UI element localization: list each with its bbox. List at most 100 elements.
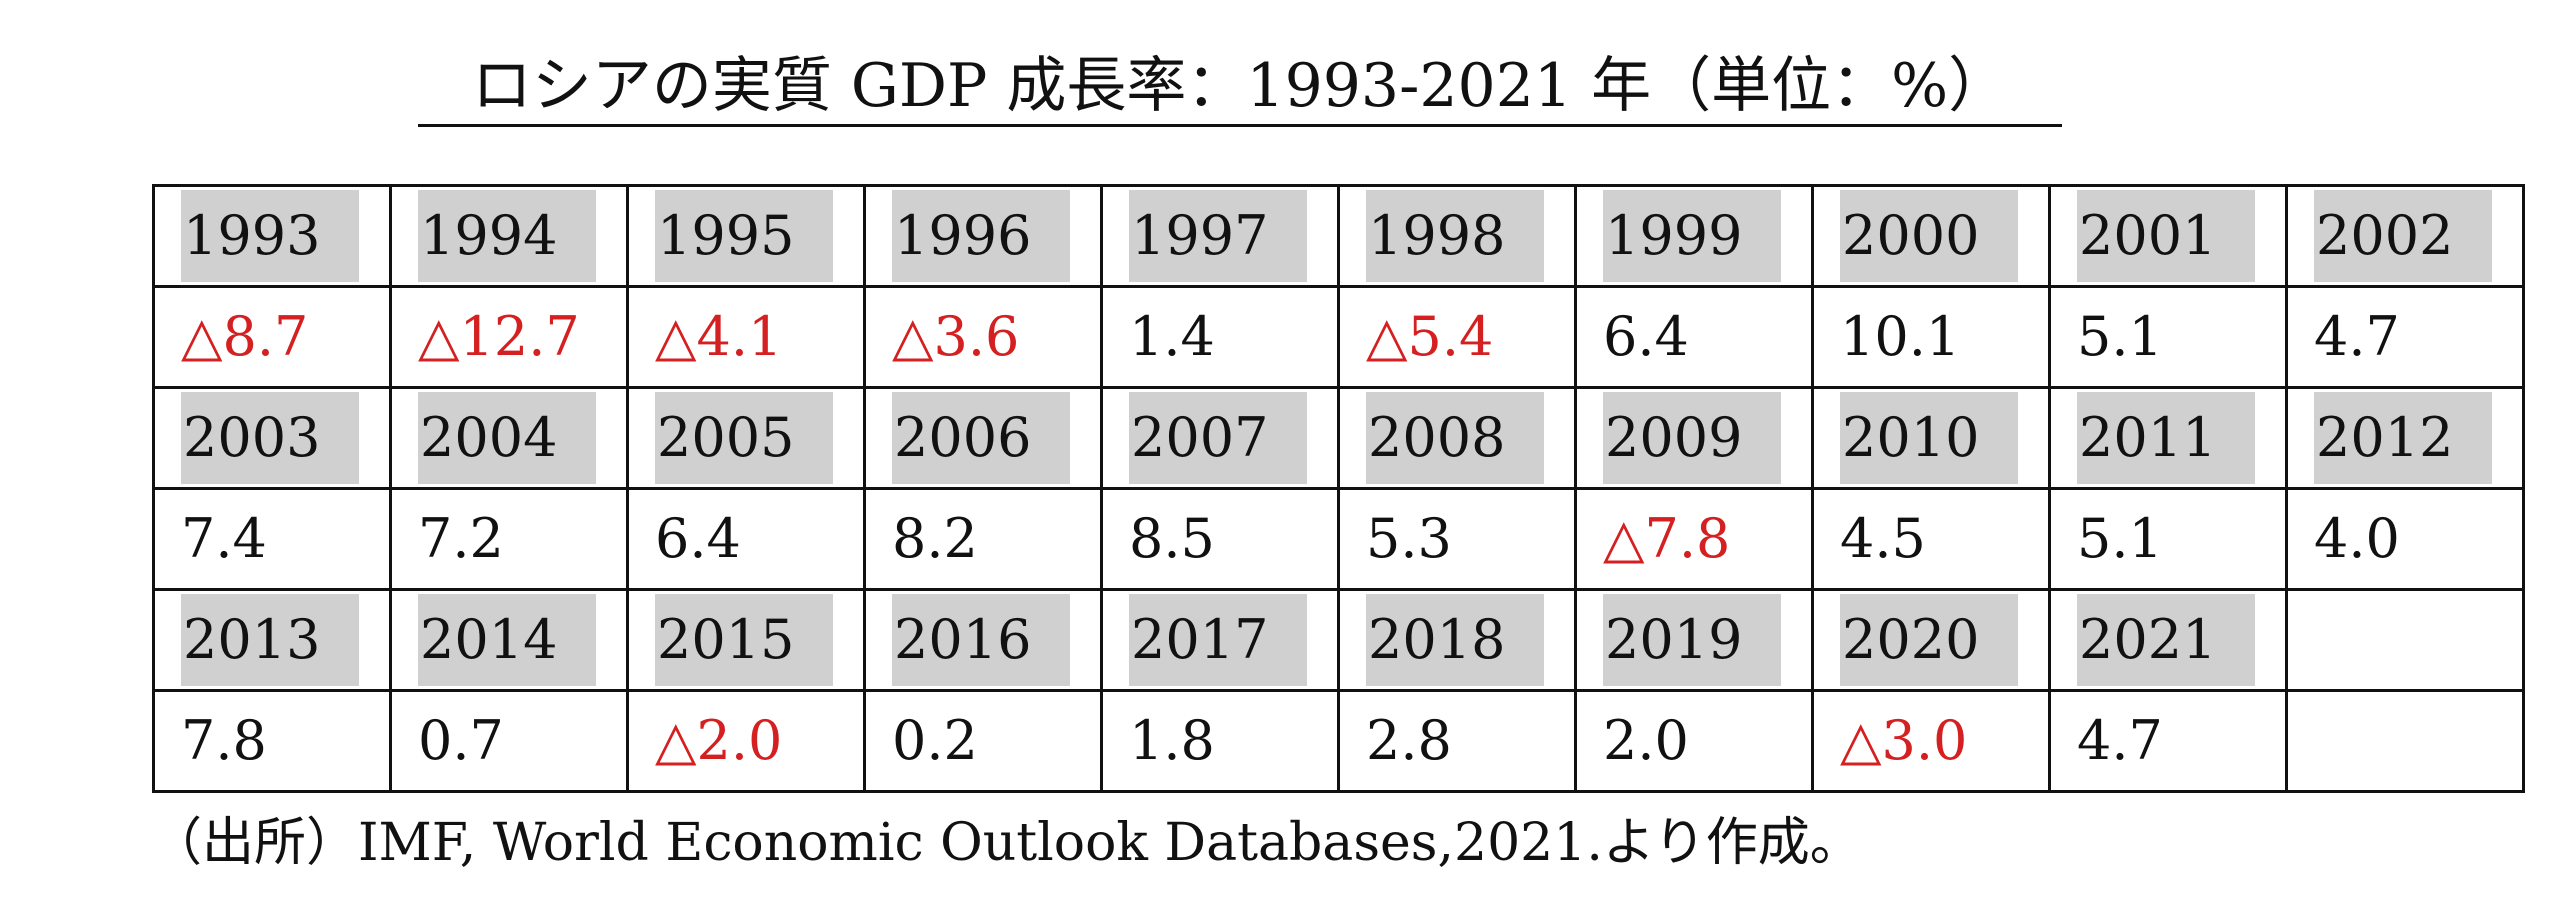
source-note: （出所）IMF, World Economic Outlook Database… bbox=[150, 813, 1862, 873]
value-cell: 0.2 bbox=[863, 689, 1103, 793]
growth-value: 0.7 bbox=[418, 709, 504, 772]
year-cell: 2016 bbox=[863, 588, 1103, 692]
growth-value: 8.5 bbox=[1129, 507, 1215, 570]
value-cell: △5.4 bbox=[1337, 285, 1577, 389]
year-label: 1994 bbox=[418, 190, 596, 282]
negative-growth-value: △8.7 bbox=[181, 305, 309, 368]
gdp-table-body: 1993 1994 1995 1996 1997 1998 1999 2000 2001 2002… bbox=[152, 184, 2525, 793]
value-cell: 7.8 bbox=[152, 689, 392, 793]
year-cell: 2009 bbox=[1574, 386, 1814, 490]
growth-value: 5.1 bbox=[2077, 507, 2163, 570]
year-cell: 1999 bbox=[1574, 184, 1814, 288]
negative-growth-value: △12.7 bbox=[418, 305, 580, 368]
year-label: 2019 bbox=[1603, 594, 1781, 686]
year-cell: 2013 bbox=[152, 588, 392, 692]
growth-value: 4.7 bbox=[2314, 305, 2400, 368]
year-label: 2016 bbox=[892, 594, 1070, 686]
value-cell: 10.1 bbox=[1811, 285, 2051, 389]
year-cell: 2001 bbox=[2048, 184, 2288, 288]
year-cell: 1993 bbox=[152, 184, 392, 288]
growth-value: 10.1 bbox=[1840, 305, 1961, 368]
growth-value: 6.4 bbox=[1603, 305, 1689, 368]
value-cell: 5.3 bbox=[1337, 487, 1577, 591]
value-cell: 4.0 bbox=[2285, 487, 2525, 591]
year-label: 2020 bbox=[1840, 594, 2018, 686]
value-cell: △2.0 bbox=[626, 689, 866, 793]
value-cell: 7.2 bbox=[389, 487, 629, 591]
year-cell: 1998 bbox=[1337, 184, 1577, 288]
year-cell: 2015 bbox=[626, 588, 866, 692]
growth-value: 4.5 bbox=[1840, 507, 1926, 570]
year-label: 2007 bbox=[1129, 392, 1307, 484]
growth-value: 7.2 bbox=[418, 507, 504, 570]
year-label: 2012 bbox=[2314, 392, 2492, 484]
year-row: 2003 2004 2005 2006 2007 2008 2009 2010 2011 2012 bbox=[152, 386, 2525, 490]
value-cell: 7.4 bbox=[152, 487, 392, 591]
value-cell: 8.5 bbox=[1100, 487, 1340, 591]
year-label: 1997 bbox=[1129, 190, 1307, 282]
year-label: 2002 bbox=[2314, 190, 2492, 282]
value-cell: 2.8 bbox=[1337, 689, 1577, 793]
year-label: 2000 bbox=[1840, 190, 2018, 282]
growth-value: 2.0 bbox=[1603, 709, 1689, 772]
year-cell: 2004 bbox=[389, 386, 629, 490]
year-row: 1993 1994 1995 1996 1997 1998 1999 2000 2001 2002 bbox=[152, 184, 2525, 288]
value-cell: 6.4 bbox=[626, 487, 866, 591]
value-cell: 1.8 bbox=[1100, 689, 1340, 793]
year-cell: 2008 bbox=[1337, 386, 1577, 490]
year-label: 2006 bbox=[892, 392, 1070, 484]
year-cell: 2021 bbox=[2048, 588, 2288, 692]
growth-value: 7.4 bbox=[181, 507, 267, 570]
year-label: 2017 bbox=[1129, 594, 1307, 686]
year-cell: 2010 bbox=[1811, 386, 2051, 490]
growth-value: 2.8 bbox=[1366, 709, 1452, 772]
year-label: 2009 bbox=[1603, 392, 1781, 484]
year-label: 1993 bbox=[181, 190, 359, 282]
value-cell: 0.7 bbox=[389, 689, 629, 793]
year-cell: 2012 bbox=[2285, 386, 2525, 490]
year-cell: 2020 bbox=[1811, 588, 2051, 692]
year-label: 1995 bbox=[655, 190, 833, 282]
growth-value: 0.2 bbox=[892, 709, 978, 772]
year-cell: 2006 bbox=[863, 386, 1103, 490]
year-cell: 1996 bbox=[863, 184, 1103, 288]
negative-growth-value: △3.6 bbox=[892, 305, 1020, 368]
growth-value: 1.4 bbox=[1129, 305, 1215, 368]
year-cell: 1995 bbox=[626, 184, 866, 288]
value-cell: 6.4 bbox=[1574, 285, 1814, 389]
value-cell: 2.0 bbox=[1574, 689, 1814, 793]
year-cell: 2019 bbox=[1574, 588, 1814, 692]
growth-value: 5.3 bbox=[1366, 507, 1452, 570]
year-label: 1999 bbox=[1603, 190, 1781, 282]
year-row: 2013 2014 2015 2016 2017 2018 2019 2020 2021 bbox=[152, 588, 2525, 692]
growth-value: 4.7 bbox=[2077, 709, 2163, 772]
value-row: 7.8 0.7 △2.0 0.2 1.8 2.8 2.0 △3.0 4.7 bbox=[152, 689, 2525, 793]
value-cell: 8.2 bbox=[863, 487, 1103, 591]
year-label: 2001 bbox=[2077, 190, 2255, 282]
value-cell bbox=[2285, 689, 2525, 793]
value-cell: 1.4 bbox=[1100, 285, 1340, 389]
table-title: ロシアの実質 GDP 成長率：1993-2021 年（単位：%） bbox=[471, 51, 2009, 121]
negative-growth-value: △2.0 bbox=[655, 709, 783, 772]
value-cell: △3.6 bbox=[863, 285, 1103, 389]
value-row: △8.7 △12.7 △4.1 △3.6 1.4 △5.4 6.4 10.1 5.1 4.7 bbox=[152, 285, 2525, 389]
value-cell: △4.1 bbox=[626, 285, 866, 389]
value-row: 7.4 7.2 6.4 8.2 8.5 5.3 △7.8 4.5 5.1 4.0 bbox=[152, 487, 2525, 591]
year-cell: 2002 bbox=[2285, 184, 2525, 288]
year-label: 2010 bbox=[1840, 392, 2018, 484]
year-label: 2008 bbox=[1366, 392, 1544, 484]
year-cell: 2017 bbox=[1100, 588, 1340, 692]
value-cell: △7.8 bbox=[1574, 487, 1814, 591]
value-cell: 5.1 bbox=[2048, 487, 2288, 591]
year-label: 2018 bbox=[1366, 594, 1544, 686]
value-cell: 4.7 bbox=[2285, 285, 2525, 389]
negative-growth-value: △7.8 bbox=[1603, 507, 1731, 570]
year-cell: 1997 bbox=[1100, 184, 1340, 288]
year-cell bbox=[2285, 588, 2525, 692]
year-label: 2003 bbox=[181, 392, 359, 484]
negative-growth-value: △3.0 bbox=[1840, 709, 1968, 772]
year-label: 1998 bbox=[1366, 190, 1544, 282]
title-underline bbox=[418, 124, 2062, 127]
year-cell: 2003 bbox=[152, 386, 392, 490]
year-cell: 2007 bbox=[1100, 386, 1340, 490]
